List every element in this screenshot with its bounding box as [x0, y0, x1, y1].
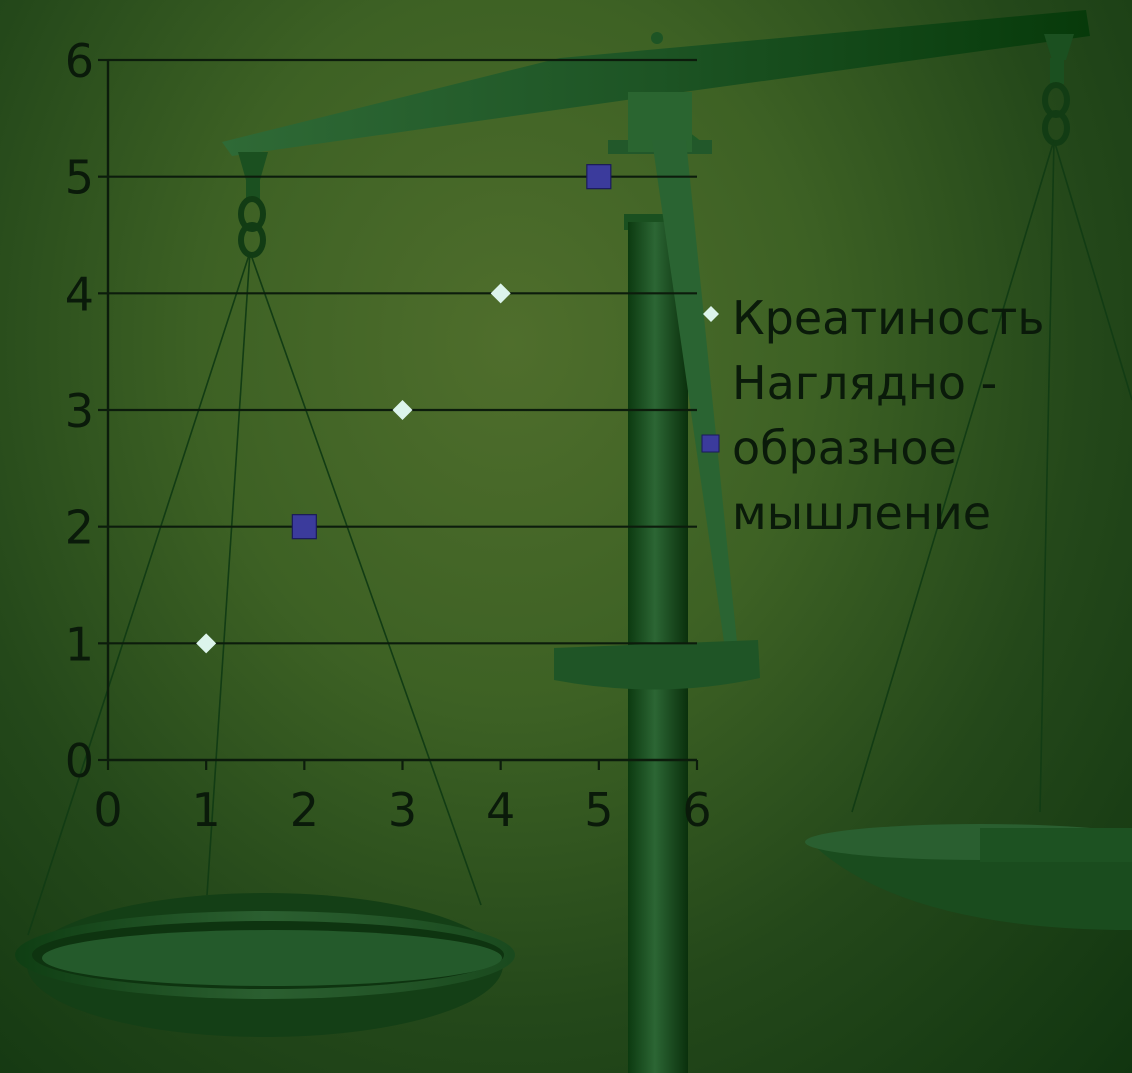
x-tick-label: 4: [486, 783, 515, 837]
scale-pillar: [554, 92, 760, 1073]
x-tick-label: 6: [682, 783, 711, 837]
data-point-diamond: [392, 400, 413, 420]
y-tick-label: 0: [65, 734, 94, 788]
y-tick-label: 3: [65, 384, 94, 438]
x-tick-label: 5: [584, 783, 613, 837]
y-tick-label: 6: [65, 34, 94, 88]
y-tick-label: 1: [65, 617, 94, 671]
legend-label-line: образное: [732, 421, 957, 475]
right-pan: [805, 824, 1132, 930]
data-point-square: [291, 514, 317, 540]
data-points: [196, 164, 612, 654]
legend-label-line: Наглядно -: [732, 356, 997, 410]
x-axis-ticks: 0 1 2 3 4 5 6: [93, 760, 712, 837]
y-tick-label: 2: [65, 501, 94, 555]
data-point-square: [586, 164, 612, 190]
legend-item-visual-thinking: Наглядно - образное мышление: [701, 356, 997, 540]
legend: Креатиность Наглядно - образное мышление: [701, 291, 1044, 540]
x-tick-label: 0: [93, 783, 122, 837]
left-pan: [15, 893, 515, 1037]
legend-item-creativity: Креатиность: [703, 291, 1044, 345]
x-tick-label: 1: [192, 783, 221, 837]
legend-marker-diamond: [703, 306, 719, 322]
legend-label-line: мышление: [732, 486, 991, 540]
y-tick-label: 4: [65, 267, 94, 321]
x-tick-label: 3: [388, 783, 417, 837]
x-tick-label: 2: [290, 783, 319, 837]
legend-label-creativity: Креатиность: [732, 291, 1044, 345]
gridlines: [108, 58, 697, 645]
legend-marker-square: [701, 434, 720, 453]
data-point-diamond: [490, 283, 511, 304]
scale-beam: [222, 10, 1090, 156]
y-axis-ticks: 0 1 2 3 4 5 6: [65, 34, 108, 788]
right-hanger: [851, 34, 1132, 813]
left-hanger: [27, 152, 482, 936]
data-point-diamond: [196, 633, 217, 654]
y-tick-label: 5: [65, 151, 94, 205]
